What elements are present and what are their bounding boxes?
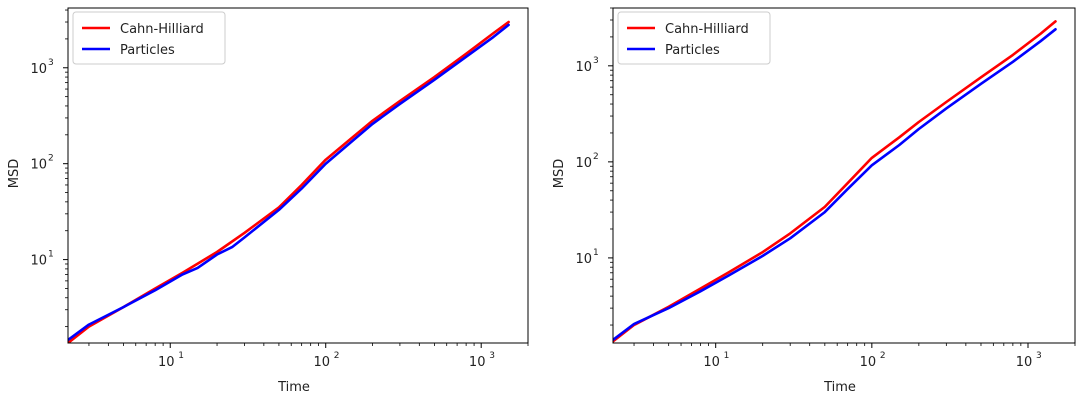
x-tick-exponent: 1 xyxy=(724,351,730,361)
series-line-particles xyxy=(613,27,1057,342)
x-tick-exponent: 1 xyxy=(178,351,184,361)
legend: Cahn-Hilliard Particles xyxy=(617,11,771,65)
x-tick-label: 10 xyxy=(860,355,877,370)
legend: Cahn-Hilliard Particles xyxy=(72,11,226,65)
y-tick-exponent: 1 xyxy=(593,248,599,258)
y-tick-label: 10 xyxy=(30,254,47,269)
y-tick-label: 10 xyxy=(575,252,592,267)
x-tick-label: 10 xyxy=(469,355,486,370)
chart-panel-1: 10 1 10 2 10 310 110 210 3TimeMSDCahn-HilliardPa… xyxy=(7,7,529,395)
y-tick-exponent: 2 xyxy=(593,152,599,162)
x-tick-label: 10 xyxy=(703,355,720,370)
x-axis-label: Time xyxy=(277,380,310,395)
x-axis-label: Time xyxy=(823,380,856,395)
y-tick-label: 10 xyxy=(575,60,592,75)
legend-label: Cahn-Hilliard xyxy=(120,22,204,37)
axes-frame xyxy=(67,7,529,344)
legend-box xyxy=(72,11,226,65)
y-axis-label: MSD xyxy=(7,159,22,188)
y-tick-exponent: 3 xyxy=(48,58,54,68)
x-tick-label: 10 xyxy=(313,355,330,370)
legend-label: Particles xyxy=(665,43,720,58)
y-tick-exponent: 3 xyxy=(593,56,599,66)
y-axis-label: MSD xyxy=(552,159,567,188)
legend-box xyxy=(617,11,771,65)
y-tick-label: 10 xyxy=(575,156,592,171)
series-line-cahn-hilliard xyxy=(68,20,510,343)
legend-label: Cahn-Hilliard xyxy=(665,22,749,37)
chart-panel-2: 10 1 10 2 10 310 110 210 3TimeMSDCahn-HilliardPa… xyxy=(552,7,1076,395)
x-tick-exponent: 3 xyxy=(1036,351,1042,361)
y-tick-exponent: 1 xyxy=(48,250,54,260)
x-tick-exponent: 2 xyxy=(880,351,886,361)
legend-label: Particles xyxy=(120,43,175,58)
x-tick-exponent: 3 xyxy=(489,351,495,361)
y-tick-label: 10 xyxy=(30,62,47,77)
axes-frame xyxy=(612,7,1076,344)
series-line-cahn-hilliard xyxy=(613,20,1057,343)
x-tick-label: 10 xyxy=(1016,355,1033,370)
y-tick-label: 10 xyxy=(30,158,47,173)
x-tick-label: 10 xyxy=(158,355,175,370)
series-line-particles xyxy=(68,23,510,342)
x-tick-exponent: 2 xyxy=(334,351,340,361)
y-tick-exponent: 2 xyxy=(48,154,54,164)
